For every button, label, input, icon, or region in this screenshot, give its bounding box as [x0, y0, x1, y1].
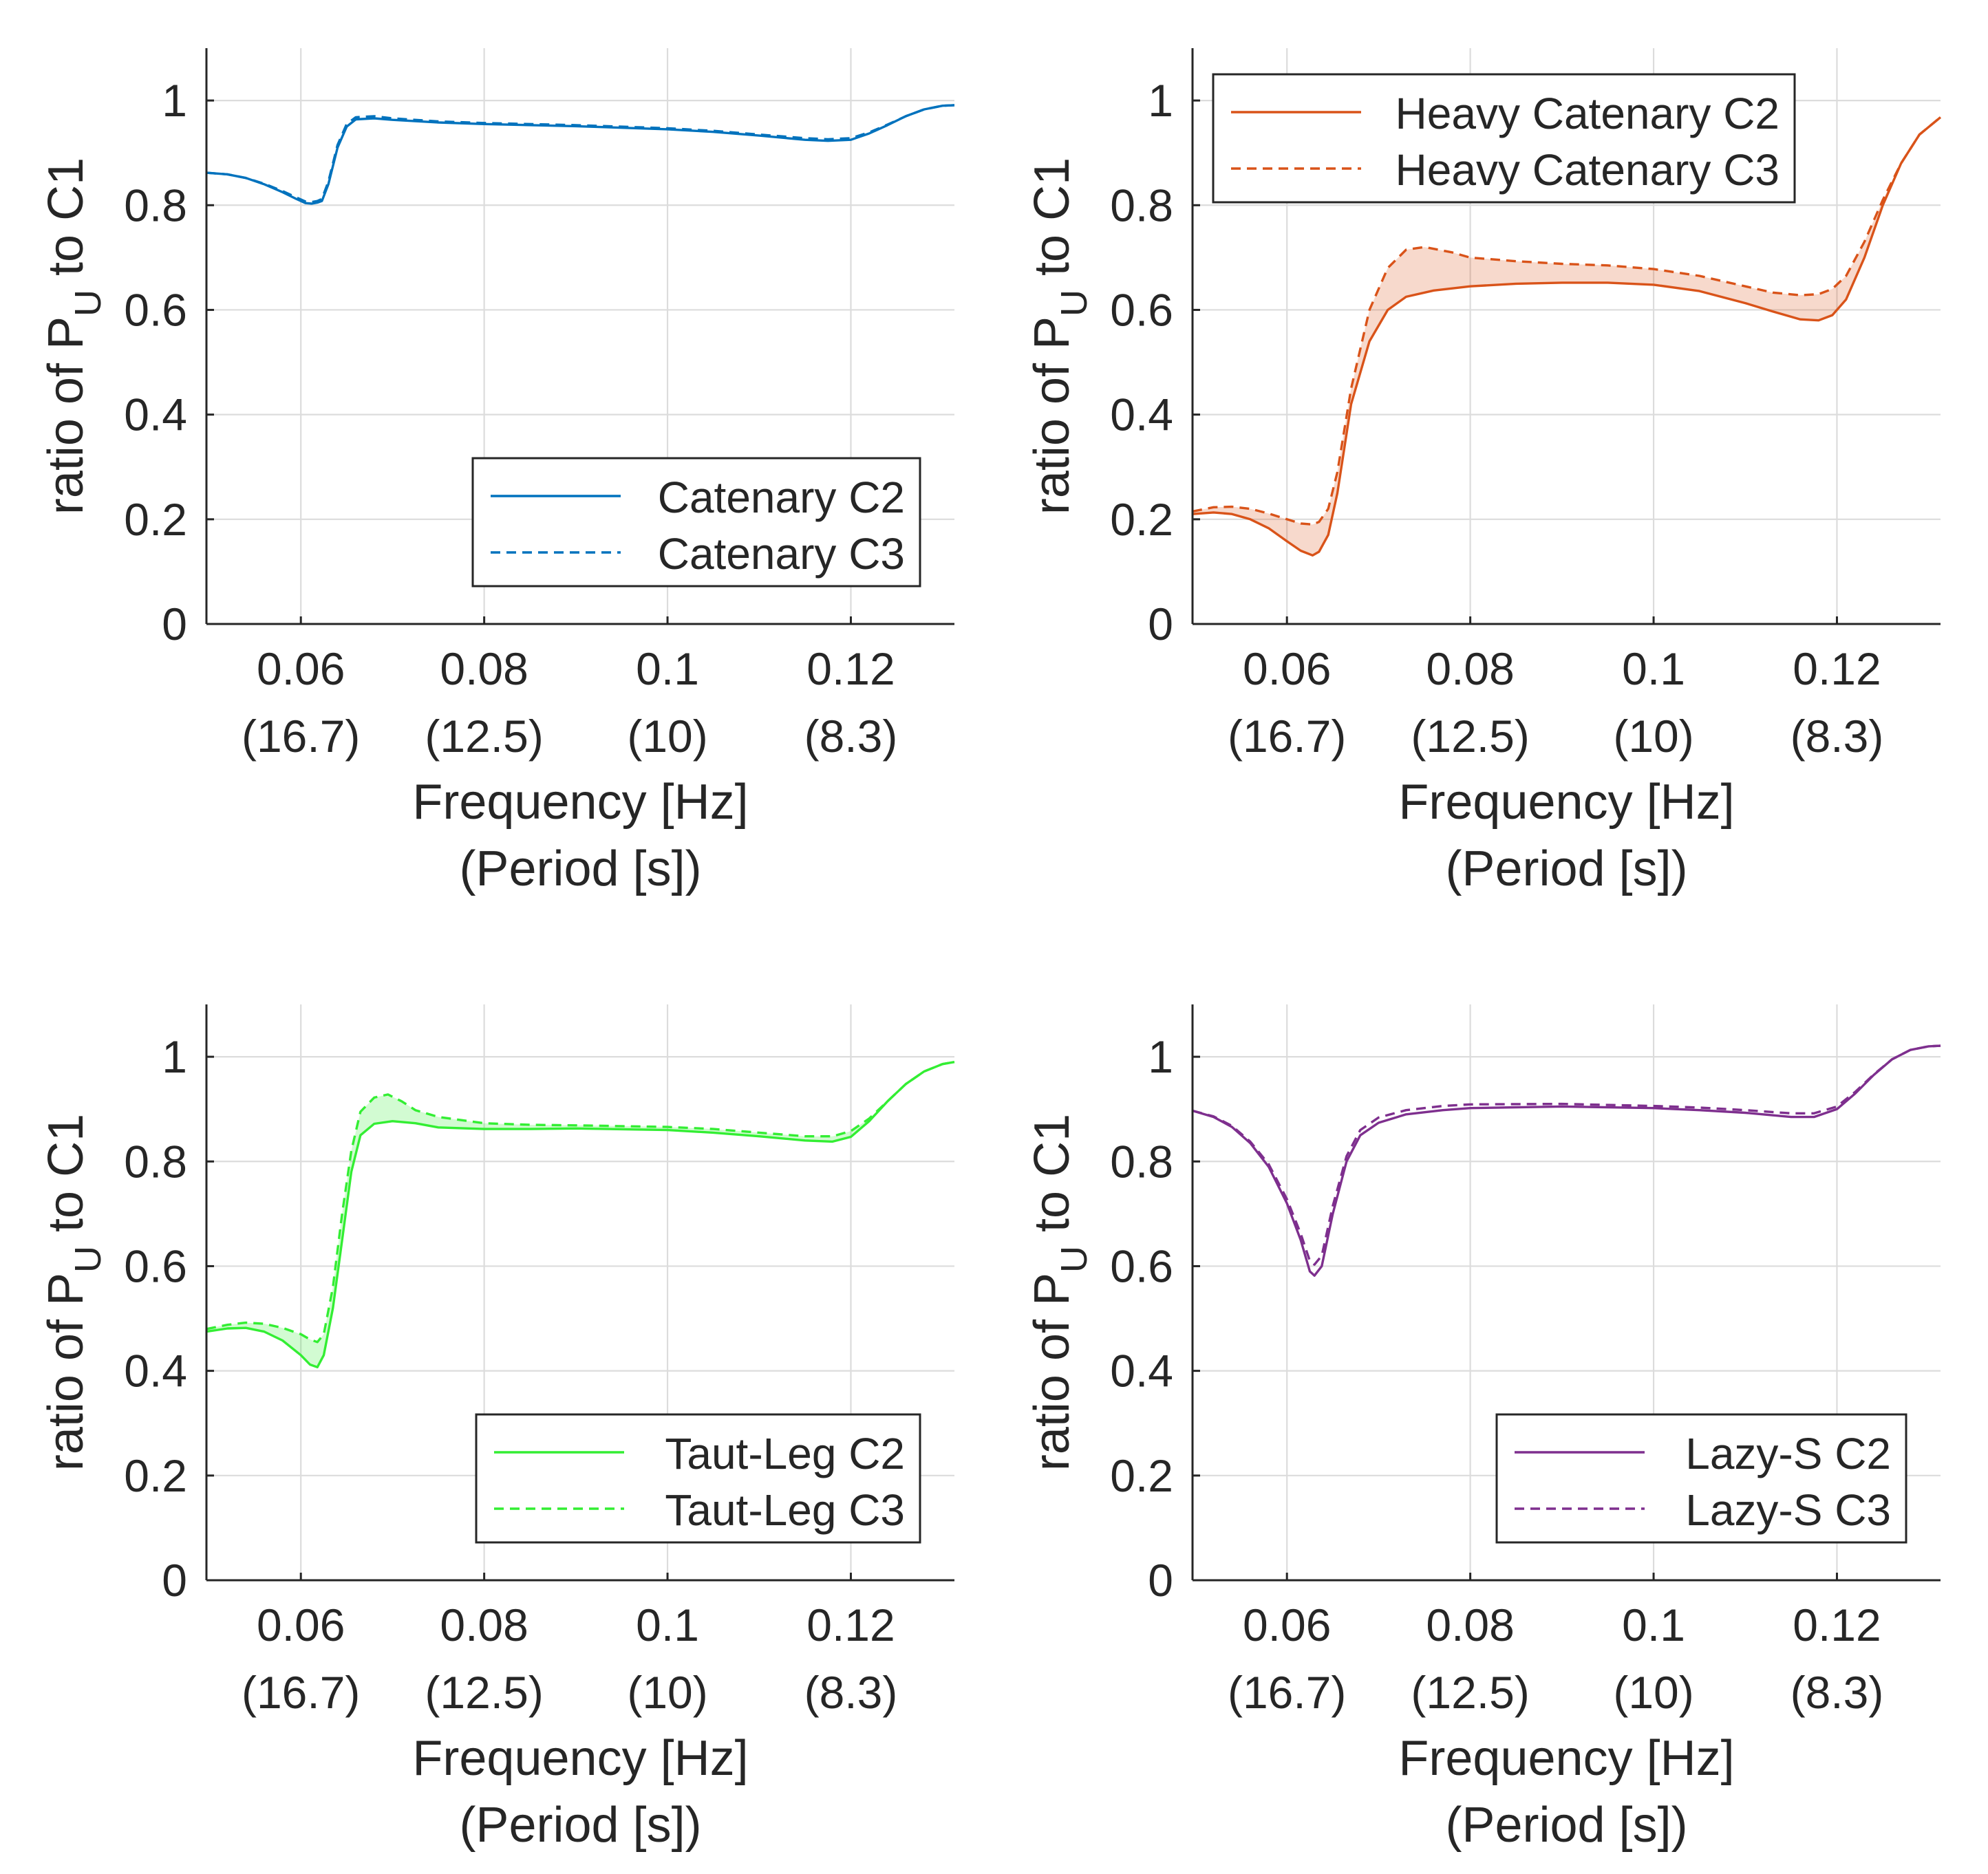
legend-box [1495, 1413, 1907, 1544]
x-tick-label: 0.06 [257, 643, 345, 694]
legend: Heavy Catenary C2 Heavy Catenary C3 [1212, 73, 1796, 204]
y-tick-label: 0 [1148, 599, 1173, 649]
x-tick-period-label: (16.7) [242, 1667, 360, 1718]
x-tick-label: 0.08 [1426, 643, 1514, 694]
y-axis-label: ratio of PU to C1 [39, 1114, 109, 1471]
y-tick-label: 0.4 [1110, 389, 1173, 440]
y-tick-label: 0.6 [1110, 1240, 1173, 1291]
y-tick-label: 0.4 [124, 1346, 187, 1397]
legend: Catenary C2 Catenary C3 [471, 457, 921, 588]
x-tick-period-label: (16.7) [1228, 711, 1346, 762]
y-tick-label: 0.8 [124, 1136, 187, 1187]
y-tick-label: 0.4 [1110, 1346, 1173, 1397]
legend-box [471, 457, 921, 588]
y-tick-label: 1 [162, 75, 187, 126]
y-tick-label: 0.2 [124, 494, 187, 545]
y-tick-label: 0.4 [124, 389, 187, 440]
x-tick-label: 0.08 [440, 643, 528, 694]
series-line-lazy-s-c2 [1192, 1044, 1941, 1277]
x-axis-label: Frequency [Hz] [1398, 1731, 1734, 1786]
x-tick-label: 0.08 [440, 1600, 528, 1650]
legend-box [1212, 73, 1796, 204]
y-tick-label: 0.8 [124, 180, 187, 230]
x-axis-sublabel: (Period [s]) [1445, 841, 1687, 896]
y-tick-label: 0.6 [1110, 284, 1173, 335]
x-tick-period-label: (10) [627, 1667, 707, 1718]
x-tick-period-label: (8.3) [804, 1667, 898, 1718]
legend-label: Taut-Leg C2 [665, 1429, 905, 1478]
y-tick-label: 1 [1148, 75, 1173, 126]
chart-taut-leg: 0.06 (16.7) 0.08 (12.5) 0.1 (10) 0.12 (8.3) 0 0.2… [39, 1004, 955, 1853]
x-axis-sublabel: (Period [s]) [459, 841, 701, 896]
chart-catenary: 0.06 (16.7) 0.08 (12.5) 0.1 (10) 0.12 (8.3) 0 0.2… [39, 48, 955, 896]
x-tick-label: 0.12 [806, 1600, 895, 1650]
series-line-heavy-catenary-c2 [1192, 116, 1942, 557]
x-tick-label: 0.1 [1622, 643, 1685, 694]
x-tick-label: 0.06 [1243, 1600, 1331, 1650]
difference-fill [206, 1062, 954, 1368]
legend-label: Lazy-S C2 [1685, 1429, 1891, 1478]
y-tick-label: 0 [162, 599, 187, 649]
x-tick-period-label: (12.5) [1411, 1667, 1529, 1718]
x-tick-period-label: (10) [627, 711, 707, 762]
y-tick-label: 0 [162, 1555, 187, 1606]
legend-box [475, 1413, 921, 1544]
legend-label: Taut-Leg C3 [665, 1485, 905, 1535]
x-axis-label: Frequency [Hz] [1398, 775, 1734, 830]
y-tick-label: 1 [1148, 1031, 1173, 1082]
y-tick-label: 0.2 [1110, 494, 1173, 545]
legend-label: Lazy-S C3 [1685, 1485, 1891, 1535]
x-tick-label: 0.12 [806, 643, 895, 694]
x-tick-label: 0.1 [636, 1600, 699, 1650]
x-tick-label: 0.06 [257, 1600, 345, 1650]
legend-label: Heavy Catenary C3 [1396, 145, 1779, 195]
x-tick-label: 0.08 [1426, 1600, 1514, 1650]
series-line-catenary-c2 [206, 104, 955, 205]
y-axis-label: ratio of PU to C1 [39, 158, 109, 515]
series-line-lazy-s-c3 [1192, 1044, 1941, 1266]
x-tick-period-label: (8.3) [804, 711, 898, 762]
x-axis-sublabel: (Period [s]) [1445, 1798, 1687, 1853]
chart-lazy-s: 0.06 (16.7) 0.08 (12.5) 0.1 (10) 0.12 (8.3) 0 0.2… [1025, 1004, 1941, 1853]
legend-label: Catenary C3 [658, 529, 905, 579]
x-tick-period-label: (8.3) [1791, 711, 1884, 762]
y-axis-label: ratio of PU to C1 [1025, 1114, 1095, 1471]
x-tick-period-label: (16.7) [1228, 1667, 1346, 1718]
x-tick-label: 0.1 [636, 643, 699, 694]
x-axis-sublabel: (Period [s]) [459, 1798, 701, 1853]
y-tick-label: 0.6 [124, 284, 187, 335]
series-line-catenary-c3 [206, 104, 955, 204]
y-tick-label: 0 [1148, 1555, 1173, 1606]
x-tick-label: 0.12 [1793, 643, 1881, 694]
x-axis-label: Frequency [Hz] [412, 1731, 748, 1786]
y-tick-label: 0.8 [1110, 180, 1173, 230]
x-axis-label: Frequency [Hz] [412, 775, 748, 830]
x-tick-period-label: (8.3) [1791, 1667, 1884, 1718]
series-line-heavy-catenary-c3 [1192, 116, 1942, 526]
y-tick-label: 0.8 [1110, 1136, 1173, 1187]
x-tick-label: 0.12 [1793, 1600, 1881, 1650]
y-tick-label: 0.2 [124, 1450, 187, 1501]
legend-label: Catenary C2 [658, 473, 905, 522]
legend-label: Heavy Catenary C2 [1396, 89, 1779, 138]
x-tick-period-label: (10) [1613, 1667, 1693, 1718]
chart-heavy-catenary: 0.06 (16.7) 0.08 (12.5) 0.1 (10) 0.12 (8.3) 0 0.2… [1025, 48, 1942, 896]
x-tick-label: 0.1 [1622, 1600, 1685, 1650]
x-tick-period-label: (12.5) [1411, 711, 1529, 762]
x-tick-label: 0.06 [1243, 643, 1331, 694]
legend: Lazy-S C2 Lazy-S C3 [1495, 1413, 1907, 1544]
series-line-taut-leg-c2 [206, 1061, 955, 1368]
x-tick-period-label: (12.5) [425, 1667, 543, 1718]
y-axis-label: ratio of PU to C1 [1025, 158, 1095, 515]
y-tick-label: 0.2 [1110, 1450, 1173, 1501]
y-tick-label: 0.6 [124, 1240, 187, 1291]
legend: Taut-Leg C2 Taut-Leg C3 [475, 1413, 921, 1544]
x-tick-period-label: (12.5) [425, 711, 543, 762]
x-tick-period-label: (16.7) [242, 711, 360, 762]
y-tick-label: 1 [162, 1031, 187, 1082]
series-line-taut-leg-c3 [206, 1061, 955, 1344]
x-tick-period-label: (10) [1613, 711, 1693, 762]
